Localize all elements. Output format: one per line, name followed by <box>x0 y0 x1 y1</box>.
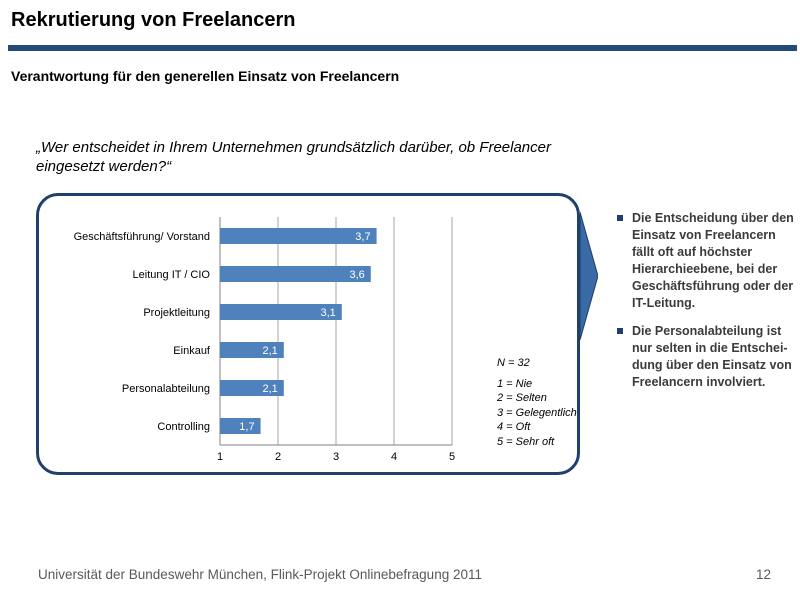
page-number: 12 <box>756 567 772 582</box>
x-tick-label: 4 <box>391 451 397 463</box>
bar-value-label: 1,7 <box>239 421 254 433</box>
bar <box>220 304 342 320</box>
bar-value-label: 2,1 <box>263 383 278 395</box>
bar-value-label: 3,6 <box>350 269 365 281</box>
category-label: Projektleitung <box>143 307 210 319</box>
title-rule <box>8 45 797 51</box>
scale-item-3: 3 = Gelegentlich <box>497 406 577 419</box>
chart-legend: N = 32 1 = Nie 2 = Selten 3 = Gelegentli… <box>497 356 577 449</box>
bar <box>220 342 284 358</box>
category-label: Geschäftsführung/ Vorstand <box>74 231 210 243</box>
slide-subtitle: Verantwortung für den generellen Einsatz… <box>11 68 400 84</box>
x-tick-label: 5 <box>449 451 455 463</box>
category-label: Personalabteilung <box>122 383 210 395</box>
scale-item-5: 5 = Sehr oft <box>497 435 555 448</box>
survey-question: „Wer entscheidet in Ihrem Unternehmen gr… <box>36 138 576 176</box>
survey-question-line-2: eingesetzt werden?“ <box>36 158 172 175</box>
finding-1: Die Entscheidung über den Einsatz von Fr… <box>616 210 796 312</box>
scale-item-1: 1 = Nie <box>497 377 533 390</box>
x-tick-label: 1 <box>217 451 223 463</box>
arrow-right-icon <box>580 212 598 340</box>
category-label: Controlling <box>157 421 210 433</box>
slide-title: Rekrutierung von Freelancern <box>11 9 296 31</box>
scale-item-4: 4 = Oft <box>497 421 531 433</box>
x-tick-label: 3 <box>333 451 339 463</box>
bar-chart: 1 2 3 4 5 3,7 Geschäftsführung/ Vorstand 3,6 Lei… <box>74 217 455 463</box>
footer-text: Universität der Bundeswehr München, Flin… <box>38 567 482 582</box>
bar <box>220 418 261 434</box>
bar <box>220 380 284 396</box>
bar-value-label: 3,1 <box>321 307 336 319</box>
bar-value-label: 2,1 <box>263 345 278 357</box>
bar-value-label: 3,7 <box>355 231 370 243</box>
x-tick-label: 2 <box>275 451 281 463</box>
category-label: Leitung IT / CIO <box>133 269 211 281</box>
findings-list: Die Entscheidung über den Einsatz von Fr… <box>616 210 796 402</box>
bar <box>220 266 371 282</box>
sample-size: N = 32 <box>497 357 530 369</box>
finding-2: Die Personalabteilung ist nur selten in … <box>616 323 796 391</box>
category-label: Einkauf <box>173 345 211 357</box>
survey-question-line-1: „Wer entscheidet in Ihrem Unternehmen gr… <box>36 139 551 156</box>
bar <box>220 228 377 244</box>
scale-item-2: 2 = Selten <box>497 392 547 404</box>
